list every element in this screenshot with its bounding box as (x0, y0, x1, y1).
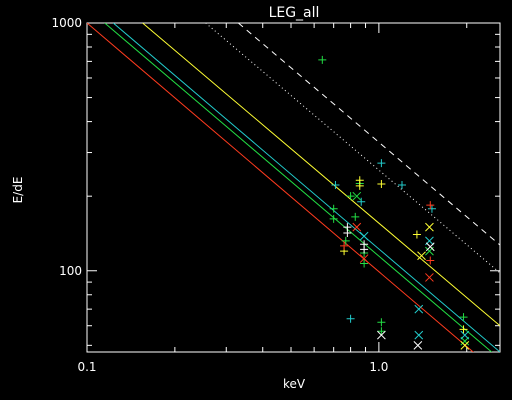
x-tick-label: 0.1 (77, 360, 96, 374)
reference-line (112, 23, 500, 352)
plus-marker (341, 236, 350, 245)
reference-line (87, 23, 474, 352)
plus-marker (377, 179, 386, 188)
cross-marker (359, 231, 369, 241)
cross-marker (460, 330, 470, 340)
cross-marker (359, 254, 369, 263)
plus-marker (397, 180, 406, 189)
cross-marker (460, 340, 470, 350)
reference-lines (87, 23, 500, 352)
cross-marker (425, 242, 435, 252)
plus-marker (357, 197, 366, 206)
plus-marker (360, 259, 369, 268)
plus-marker (459, 325, 468, 334)
plus-marker (426, 201, 435, 210)
reference-line (205, 23, 500, 274)
cross-marker (414, 304, 424, 314)
plus-marker (329, 214, 338, 223)
plus-marker (377, 318, 386, 327)
cross-marker (377, 330, 386, 340)
cross-marker (414, 330, 424, 340)
axis-ticks (86, 22, 500, 352)
plus-marker (318, 55, 327, 64)
cross-marker (352, 222, 362, 232)
plus-marker (343, 229, 352, 238)
plot-frame (86, 22, 501, 353)
cross-marker (425, 273, 434, 282)
plus-marker (459, 313, 468, 322)
cross-marker (413, 340, 423, 350)
reference-line (104, 23, 493, 352)
plus-marker (331, 180, 340, 189)
y-tick-label: 100 (59, 264, 82, 278)
plus-marker (377, 327, 386, 336)
reference-line (142, 23, 500, 327)
x-tick-label: 1.0 (369, 360, 388, 374)
plus-marker (340, 241, 349, 250)
tick-labels: 0.1 1.0 100 1000 (51, 16, 388, 374)
plus-marker (329, 204, 338, 213)
plus-marker (377, 159, 386, 168)
plus-marker (412, 230, 421, 239)
plus-marker (427, 204, 436, 213)
y-axis-label: E/dE (11, 177, 25, 204)
chart-title: LEG_all (269, 5, 320, 21)
plus-marker (346, 192, 355, 201)
x-axis-label: keV (283, 377, 306, 391)
reference-line (238, 23, 500, 246)
y-tick-label: 1000 (51, 16, 82, 30)
cross-marker (352, 191, 362, 201)
plus-marker (360, 245, 369, 254)
data-points (318, 55, 470, 350)
cross-marker (417, 251, 426, 261)
plus-marker (351, 212, 360, 221)
plus-marker (346, 314, 355, 323)
plot-axes (86, 22, 501, 353)
plus-marker (426, 256, 435, 265)
cross-marker (425, 222, 434, 232)
plus-marker (355, 181, 364, 190)
